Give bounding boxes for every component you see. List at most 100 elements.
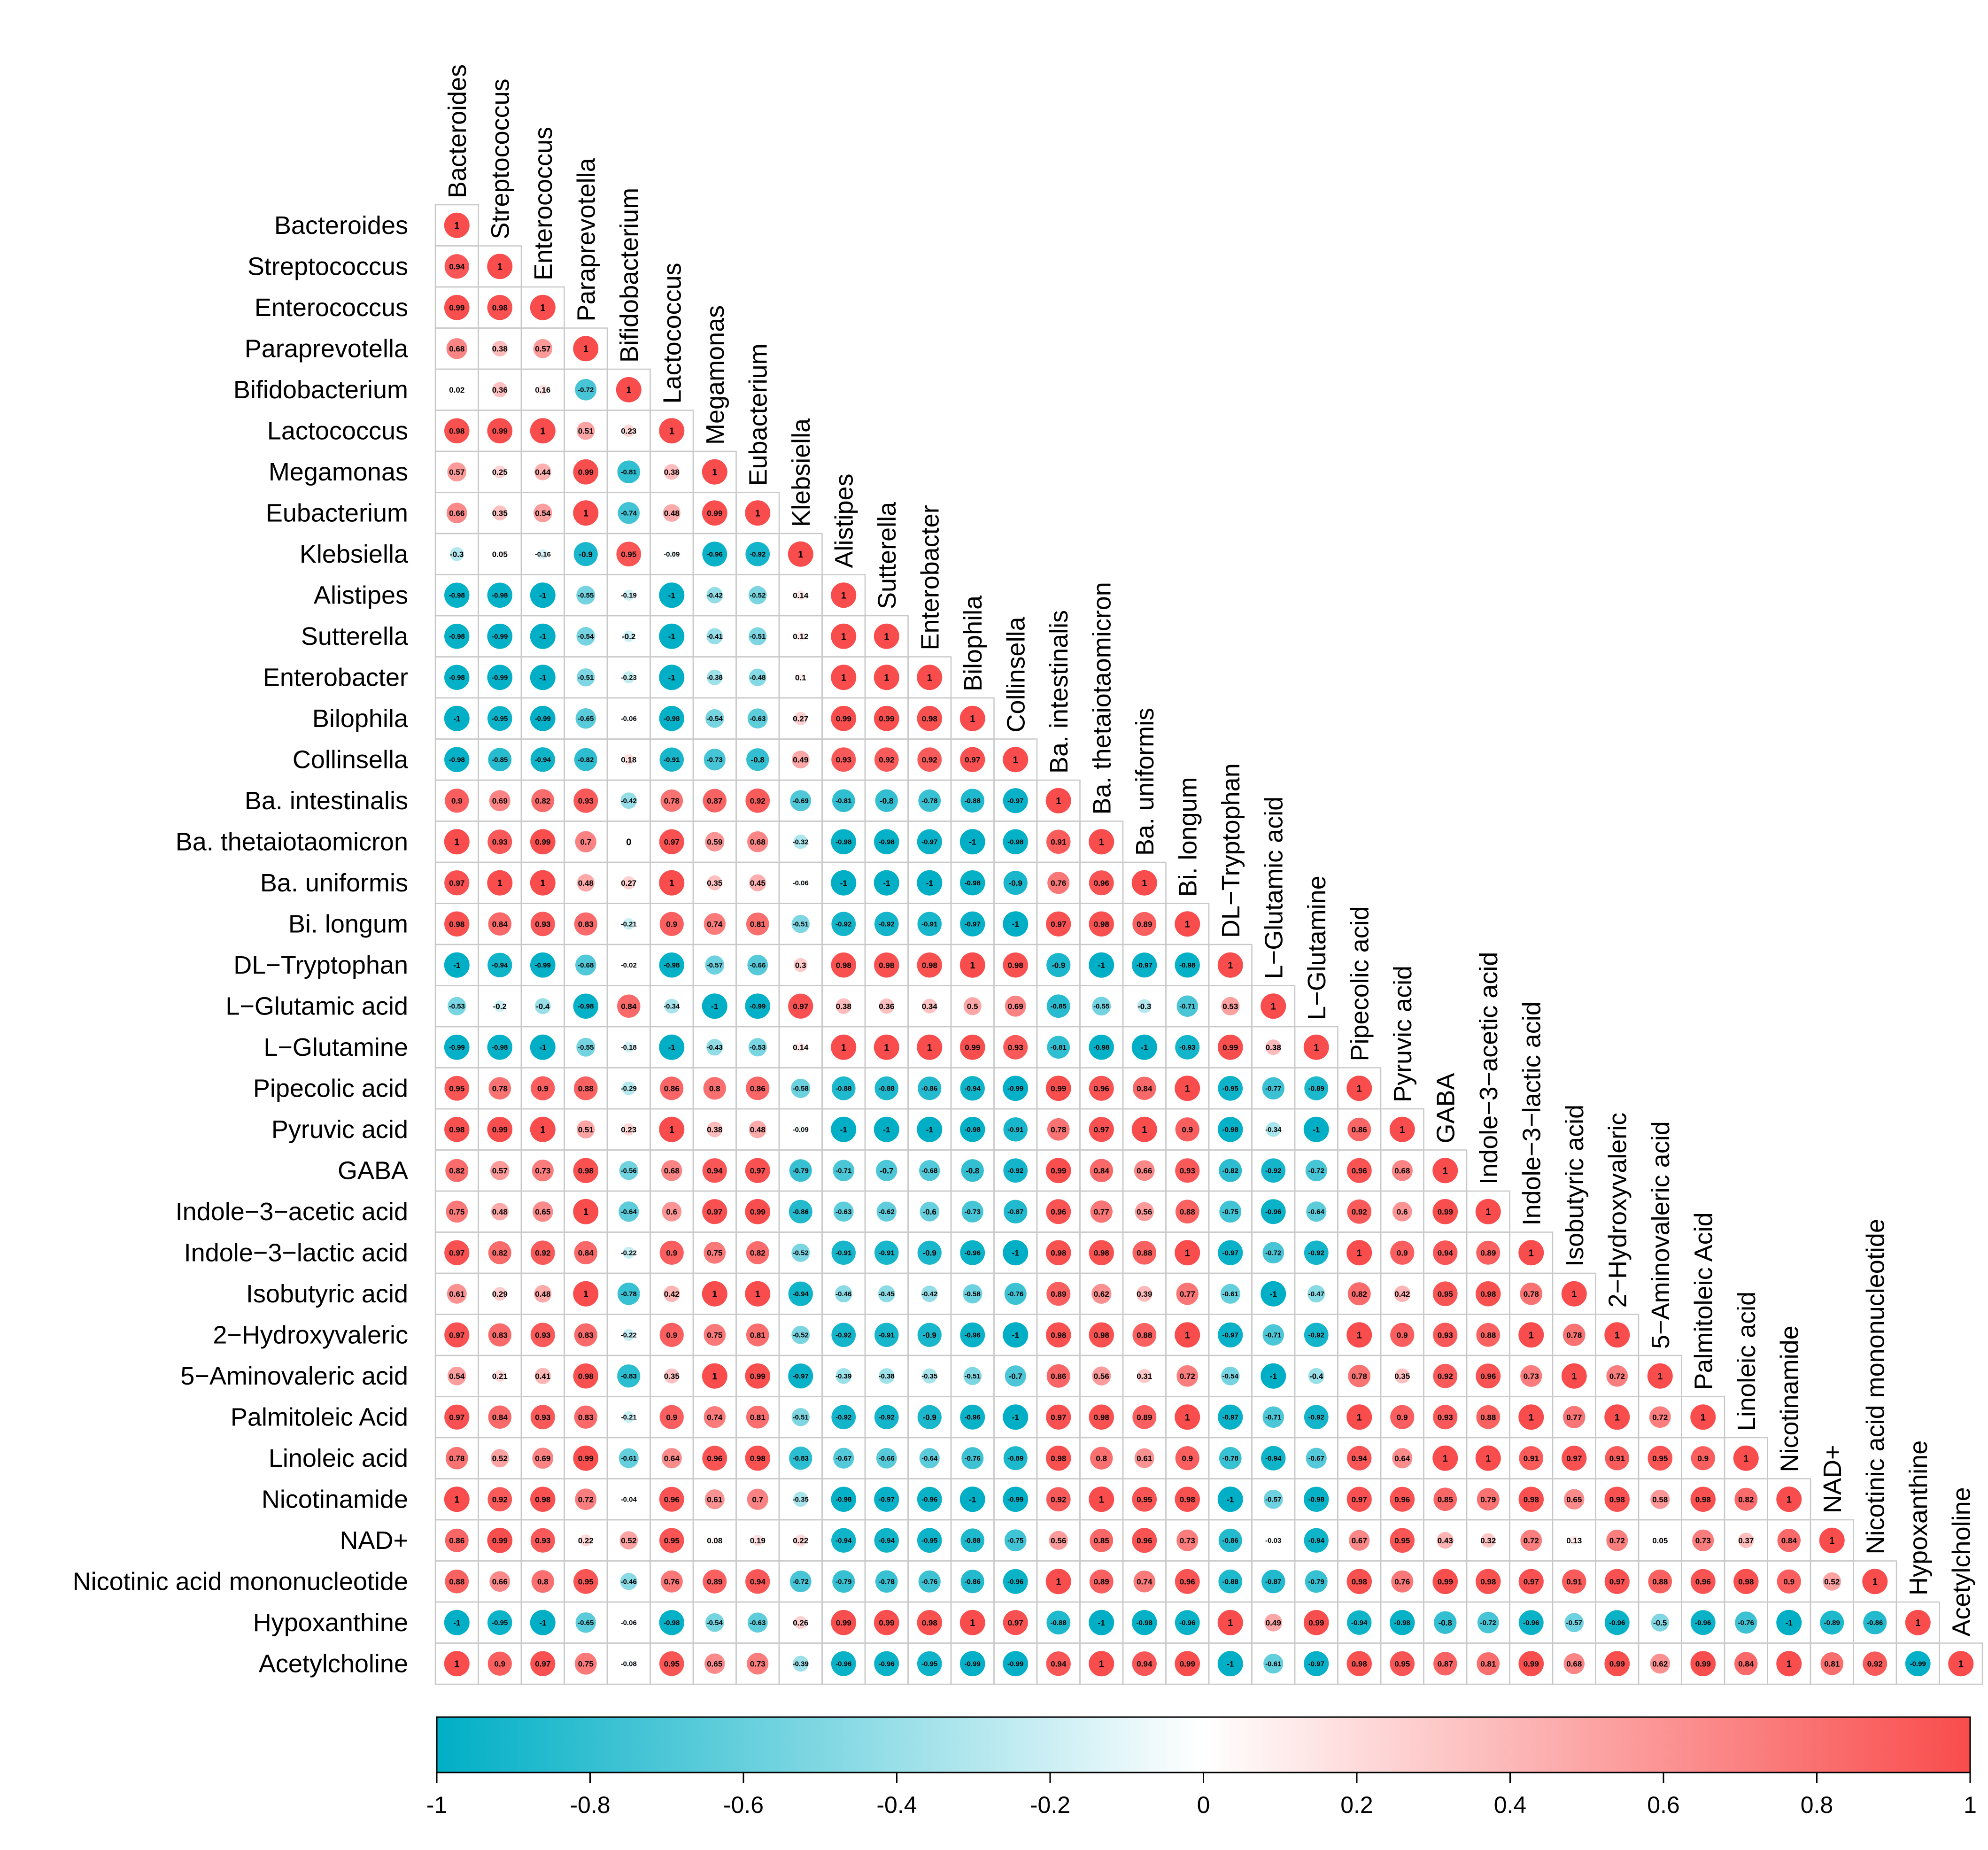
value-label: 0.96 bbox=[664, 1495, 680, 1504]
value-label: -0.78 bbox=[621, 1290, 637, 1298]
heatmap-cell: 0.52 bbox=[1823, 1572, 1841, 1591]
correlation-circle bbox=[444, 624, 470, 649]
heatmap-cell: 0.87 bbox=[1433, 1652, 1457, 1676]
correlation-circle bbox=[960, 1570, 984, 1594]
heatmap-cell: -0.58 bbox=[963, 1284, 982, 1304]
value-label: 0.31 bbox=[1137, 1372, 1152, 1381]
value-label: 0.9 bbox=[1783, 1577, 1795, 1586]
heatmap-cell: -0.53 bbox=[448, 997, 466, 1015]
heatmap-cell: -0.65 bbox=[575, 1612, 596, 1633]
correlation-circle bbox=[1091, 1284, 1112, 1304]
column-label: Paraprevotella bbox=[572, 157, 600, 321]
value-label: 0.42 bbox=[664, 1290, 680, 1299]
correlation-circle bbox=[444, 1117, 470, 1142]
value-label: 0.95 bbox=[664, 1536, 680, 1545]
value-label: -1 bbox=[1012, 1248, 1019, 1257]
heatmap-cell: 1 bbox=[1175, 1404, 1200, 1430]
value-label: 1 bbox=[1314, 1043, 1319, 1053]
correlation-circle bbox=[1175, 1035, 1200, 1060]
heatmap-cell: 0.91 bbox=[1562, 1569, 1586, 1594]
correlation-circle bbox=[530, 1034, 556, 1060]
value-label: -0.42 bbox=[621, 797, 637, 805]
column-label: Streptococcus bbox=[486, 78, 514, 239]
correlation-circle bbox=[622, 876, 635, 890]
heatmap-cell: 0.98 bbox=[573, 1363, 598, 1389]
value-label: -0.73 bbox=[707, 756, 723, 764]
heatmap-cell: -0.35 bbox=[921, 1368, 937, 1384]
value-label: -0.97 bbox=[1308, 1660, 1324, 1668]
heatmap-cell: 1 bbox=[1217, 1610, 1243, 1635]
value-label: 1 bbox=[1357, 1084, 1362, 1094]
value-label: 0.48 bbox=[535, 1290, 550, 1299]
value-label: 1 bbox=[669, 878, 674, 889]
heatmap-cell: -1 bbox=[1261, 1281, 1286, 1307]
heatmap-cell: 0.97 bbox=[1518, 1569, 1544, 1594]
row-label: 2−Hydroxyvaleric bbox=[213, 1321, 408, 1349]
value-label: 0.93 bbox=[1438, 1413, 1453, 1422]
correlation-circle bbox=[444, 294, 470, 320]
correlation-circle bbox=[617, 460, 641, 484]
value-label: 0.37 bbox=[1738, 1536, 1754, 1545]
value-label: 1 bbox=[841, 590, 846, 601]
heatmap-cell: -1 bbox=[444, 705, 470, 731]
heatmap-cell: 0.68 bbox=[747, 831, 768, 852]
correlation-circle bbox=[530, 747, 555, 772]
correlation-circle bbox=[745, 1569, 770, 1594]
value-label: 0.85 bbox=[1094, 1536, 1109, 1545]
heatmap-cell: 0.99 bbox=[702, 500, 727, 526]
correlation-circle bbox=[702, 542, 727, 567]
value-label: 0.68 bbox=[750, 837, 766, 846]
value-label: 1 bbox=[1142, 878, 1147, 889]
value-label: 0.98 bbox=[1352, 1577, 1367, 1586]
value-label: 0.52 bbox=[621, 1536, 636, 1545]
value-label: -0.98 bbox=[1222, 1126, 1238, 1134]
heatmap-cell: -0.91 bbox=[917, 912, 942, 937]
correlation-circle bbox=[960, 911, 985, 937]
heatmap-cell: 0.93 bbox=[1433, 1405, 1458, 1430]
value-label: 0.27 bbox=[793, 714, 808, 723]
value-label: 0.98 bbox=[922, 961, 937, 970]
heatmap-cell: -0.7 bbox=[876, 1160, 897, 1181]
correlation-circle bbox=[1003, 1117, 1028, 1142]
correlation-circle bbox=[488, 748, 512, 772]
heatmap-cell: 1 bbox=[530, 418, 556, 444]
correlation-circle bbox=[1650, 1489, 1670, 1509]
heatmap-cell: -0.53 bbox=[748, 1038, 767, 1057]
value-label: -0.53 bbox=[449, 1003, 465, 1011]
heatmap-cell: -0.54 bbox=[1221, 1366, 1240, 1386]
column-label: 5−Aminovaleric acid bbox=[1647, 1121, 1675, 1349]
correlation-circle bbox=[1046, 1282, 1071, 1306]
correlation-circle bbox=[1477, 1611, 1499, 1633]
column-label: Ba. intestinalis bbox=[1045, 610, 1073, 774]
value-label: -0.3 bbox=[450, 550, 464, 559]
column-label: Bilophila bbox=[959, 595, 987, 691]
correlation-circle bbox=[963, 997, 982, 1015]
column-label: Klebsiella bbox=[787, 418, 815, 527]
value-label: 1 bbox=[540, 303, 545, 313]
correlation-circle bbox=[488, 1405, 511, 1429]
row-labels: BacteroidesStreptococcusEnterococcusPara… bbox=[73, 211, 409, 1678]
correlation-circle bbox=[530, 1610, 556, 1635]
value-label: 0.95 bbox=[621, 550, 636, 559]
correlation-circle bbox=[1046, 1322, 1071, 1347]
heatmap-cell: -0.98 bbox=[444, 624, 470, 649]
correlation-circle bbox=[1262, 1242, 1284, 1264]
value-label: 1 bbox=[755, 508, 760, 519]
correlation-circle bbox=[487, 623, 513, 649]
value-label: -0.9 bbox=[579, 550, 593, 559]
correlation-circle bbox=[664, 1368, 680, 1384]
value-label: 0.77 bbox=[1094, 1208, 1109, 1216]
value-label: -0.73 bbox=[965, 1208, 981, 1216]
heatmap-cell: -0.71 bbox=[1262, 1406, 1284, 1428]
value-label: 0.93 bbox=[1180, 1166, 1195, 1175]
correlation-circle bbox=[573, 500, 599, 526]
heatmap-cell: 0.25 bbox=[492, 465, 508, 479]
value-label: 0.86 bbox=[1352, 1125, 1367, 1134]
value-label: -0.99 bbox=[535, 715, 551, 723]
correlation-circle bbox=[1348, 1364, 1371, 1387]
heatmap-cell: 0.49 bbox=[791, 751, 810, 769]
correlation-circle bbox=[1261, 1570, 1285, 1594]
value-label: 0.93 bbox=[1438, 1331, 1453, 1339]
heatmap-cell: -1 bbox=[1003, 1240, 1029, 1266]
correlation-circle bbox=[573, 1445, 599, 1471]
